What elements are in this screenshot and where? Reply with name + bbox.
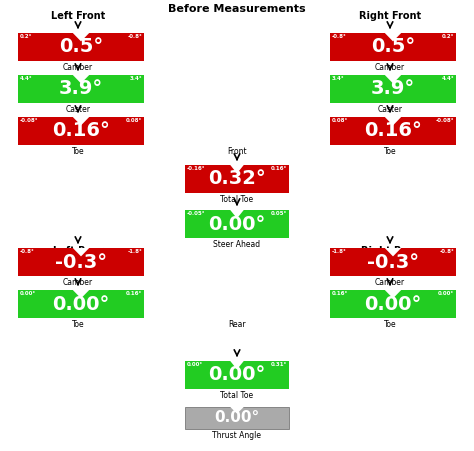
Bar [330, 290, 456, 318]
Polygon shape [385, 75, 401, 83]
Bar [18, 117, 144, 145]
Text: -0.8°: -0.8° [439, 249, 454, 254]
Polygon shape [385, 248, 401, 257]
Text: 0.08°: 0.08° [126, 118, 142, 123]
Text: 0.2°: 0.2° [20, 34, 32, 39]
Text: 0.00°: 0.00° [20, 291, 36, 296]
Text: Left Rear: Left Rear [53, 246, 103, 256]
Polygon shape [230, 165, 244, 173]
Text: 3.4°: 3.4° [129, 76, 142, 81]
Text: -0.8°: -0.8° [20, 249, 35, 254]
Text: -0.3°: -0.3° [55, 253, 107, 272]
Text: Front: Front [227, 147, 247, 156]
Bar [330, 117, 456, 145]
Polygon shape [73, 33, 89, 41]
Polygon shape [385, 33, 401, 41]
Text: 4.4°: 4.4° [20, 76, 33, 81]
Bar [18, 290, 144, 318]
Polygon shape [385, 290, 401, 299]
Text: -0.16°: -0.16° [187, 166, 206, 171]
Text: 0.16°: 0.16° [52, 121, 110, 141]
Bar [330, 248, 456, 276]
Text: -1.8°: -1.8° [127, 249, 142, 254]
Polygon shape [73, 290, 89, 299]
Text: 0.16°: 0.16° [332, 291, 348, 296]
Text: Toe: Toe [72, 147, 84, 156]
Text: Toe: Toe [72, 320, 84, 329]
Text: 3.9°: 3.9° [371, 79, 415, 98]
Bar [18, 33, 144, 61]
Text: -0.05°: -0.05° [187, 211, 206, 216]
Text: Right Front: Right Front [359, 11, 421, 21]
Text: Camber: Camber [63, 278, 93, 287]
Text: Total Toe: Total Toe [220, 391, 254, 400]
Polygon shape [73, 75, 89, 83]
Text: 0.00°: 0.00° [208, 365, 266, 385]
Bar [18, 248, 144, 276]
Polygon shape [230, 210, 244, 218]
Text: 0.05°: 0.05° [271, 211, 287, 216]
Text: Camber: Camber [375, 63, 405, 72]
Text: Left Front: Left Front [51, 11, 105, 21]
Bar [330, 75, 456, 103]
Bar [330, 33, 456, 61]
Text: 0.00°: 0.00° [52, 295, 109, 313]
Text: Total Toe: Total Toe [220, 195, 254, 204]
Text: -0.08°: -0.08° [20, 118, 38, 123]
Text: 0.00°: 0.00° [208, 215, 266, 234]
Polygon shape [385, 117, 401, 125]
Text: 0.16°: 0.16° [126, 291, 142, 296]
Text: Thrust Angle: Thrust Angle [212, 431, 262, 440]
Text: 0.00°: 0.00° [214, 410, 260, 425]
Text: 3.4°: 3.4° [332, 76, 345, 81]
Text: -0.8°: -0.8° [332, 34, 347, 39]
Text: 0.00°: 0.00° [365, 295, 422, 313]
Text: Camber: Camber [63, 63, 93, 72]
Text: 0.32°: 0.32° [208, 170, 266, 189]
Text: 0.31°: 0.31° [271, 362, 287, 367]
Text: 0.5°: 0.5° [59, 37, 103, 56]
Text: 0.2°: 0.2° [442, 34, 454, 39]
Text: -0.08°: -0.08° [436, 118, 454, 123]
Text: Toe: Toe [383, 147, 396, 156]
Text: 0.5°: 0.5° [371, 37, 415, 56]
Text: 0.16°: 0.16° [364, 121, 422, 141]
Text: 0.00°: 0.00° [187, 362, 203, 367]
Polygon shape [230, 407, 244, 414]
Text: 0.08°: 0.08° [332, 118, 348, 123]
Text: Right Rear: Right Rear [361, 246, 419, 256]
Polygon shape [73, 248, 89, 257]
Text: Before Measurements: Before Measurements [168, 4, 306, 14]
Text: 3.9°: 3.9° [59, 79, 103, 98]
Bar [18, 75, 144, 103]
Text: Caster: Caster [65, 105, 91, 114]
Text: 4.4°: 4.4° [441, 76, 454, 81]
Text: Caster: Caster [377, 105, 402, 114]
Polygon shape [230, 361, 244, 369]
Text: -0.3°: -0.3° [367, 253, 419, 272]
Text: Toe: Toe [383, 320, 396, 329]
Text: Camber: Camber [375, 278, 405, 287]
Text: -1.8°: -1.8° [332, 249, 347, 254]
Bar [185, 210, 289, 238]
Bar [185, 165, 289, 193]
Text: 0.00°: 0.00° [438, 291, 454, 296]
Text: -0.8°: -0.8° [127, 34, 142, 39]
Polygon shape [73, 117, 89, 125]
Text: Steer Ahead: Steer Ahead [213, 240, 261, 249]
Text: Rear: Rear [228, 320, 246, 329]
Text: 0.16°: 0.16° [271, 166, 287, 171]
Bar [185, 361, 289, 389]
Bar [185, 407, 289, 429]
